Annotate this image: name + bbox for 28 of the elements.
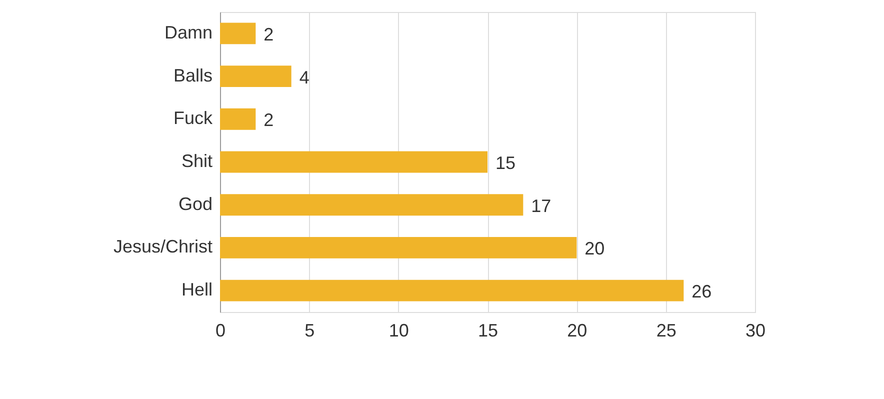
data-label: 26: [692, 282, 712, 302]
y-tick-label: Jesus/Christ: [113, 236, 212, 257]
x-tick-label: 10: [388, 320, 409, 340]
y-tick-label: Hell: [181, 280, 212, 300]
data-label: 4: [299, 67, 310, 88]
bar: [220, 151, 488, 173]
bar: [220, 22, 256, 44]
x-tick-label: 15: [478, 320, 498, 340]
x-tick-label: 20: [567, 320, 588, 340]
bar: [220, 280, 684, 302]
bar: [220, 66, 292, 87]
y-tick-label: God: [178, 194, 212, 214]
data-label: 20: [584, 238, 605, 259]
bar: [220, 194, 524, 216]
y-tick-label: Balls: [173, 65, 212, 86]
data-label: 2: [264, 24, 274, 44]
x-tick-label: 0: [215, 320, 226, 340]
bar: [220, 237, 577, 258]
y-tick-label: Shit: [181, 151, 212, 171]
x-tick-label: 5: [304, 320, 315, 340]
x-tick-label: 30: [745, 320, 766, 340]
y-tick-label: Fuck: [173, 108, 214, 128]
bar: [220, 108, 256, 130]
x-tick-label: 25: [656, 320, 676, 340]
data-label: 2: [264, 110, 274, 130]
data-label: 17: [531, 196, 552, 216]
data-label: 15: [496, 153, 516, 173]
y-tick-label: Damn: [164, 22, 212, 42]
